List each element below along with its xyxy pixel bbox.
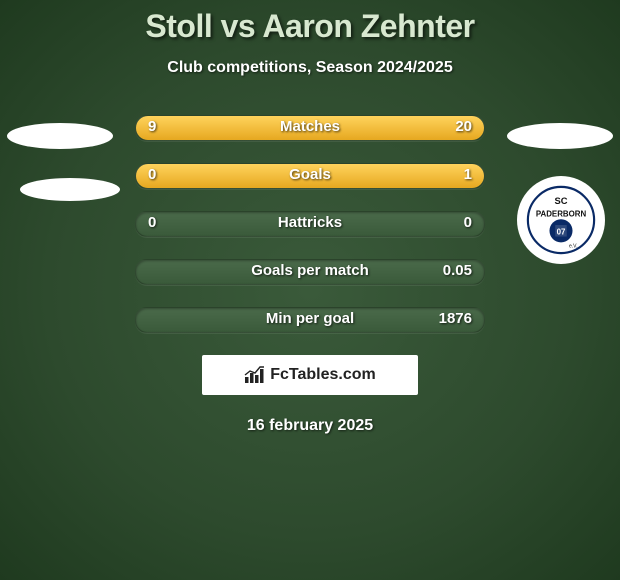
stat-row: Goals per match0.05 — [135, 259, 485, 285]
footer-date: 16 february 2025 — [0, 417, 620, 435]
stat-row: Min per goal1876 — [135, 307, 485, 333]
stat-value-right: 0.05 — [443, 262, 472, 279]
footer-brand-box[interactable]: FcTables.com — [202, 355, 418, 395]
stat-value-right: 1876 — [439, 310, 472, 327]
subtitle: Club competitions, Season 2024/2025 — [0, 59, 620, 77]
player1-badge-bottom — [20, 178, 120, 201]
stat-row: 0Hattricks0 — [135, 211, 485, 237]
footer-brand: FcTables.com — [244, 366, 376, 384]
stat-label: Goals per match — [136, 262, 484, 279]
stat-value-right: 0 — [464, 214, 472, 231]
bar-fill-right — [199, 116, 484, 140]
stat-value-left: 0 — [148, 214, 156, 231]
footer-brand-text: FcTables.com — [270, 366, 376, 384]
stat-value-left: 0 — [148, 166, 156, 183]
stat-row: 0Goals1 — [135, 163, 485, 189]
stat-row: 9Matches20 — [135, 115, 485, 141]
paderborn-icon: SC PADERBORN 07 e.V. — [525, 184, 597, 256]
comparison-widget: Stoll vs Aaron Zehnter Club competitions… — [0, 0, 620, 580]
svg-text:07: 07 — [557, 227, 566, 236]
bar-fill-left — [136, 116, 199, 140]
stat-label: Hattricks — [136, 214, 484, 231]
page-title: Stoll vs Aaron Zehnter — [0, 0, 620, 45]
bar-chart-icon — [244, 366, 266, 384]
stat-value-right: 20 — [455, 118, 472, 135]
stat-value-right: 1 — [464, 166, 472, 183]
stat-label: Min per goal — [136, 310, 484, 327]
player2-badge-top — [507, 123, 613, 149]
stat-value-left: 9 — [148, 118, 156, 135]
bar-fill-right — [136, 164, 484, 188]
player1-badge-top — [7, 123, 113, 149]
svg-text:SC: SC — [554, 196, 567, 206]
player2-club-badge: SC PADERBORN 07 e.V. — [517, 176, 605, 264]
svg-text:e.V.: e.V. — [569, 243, 578, 249]
svg-text:PADERBORN: PADERBORN — [536, 209, 587, 218]
